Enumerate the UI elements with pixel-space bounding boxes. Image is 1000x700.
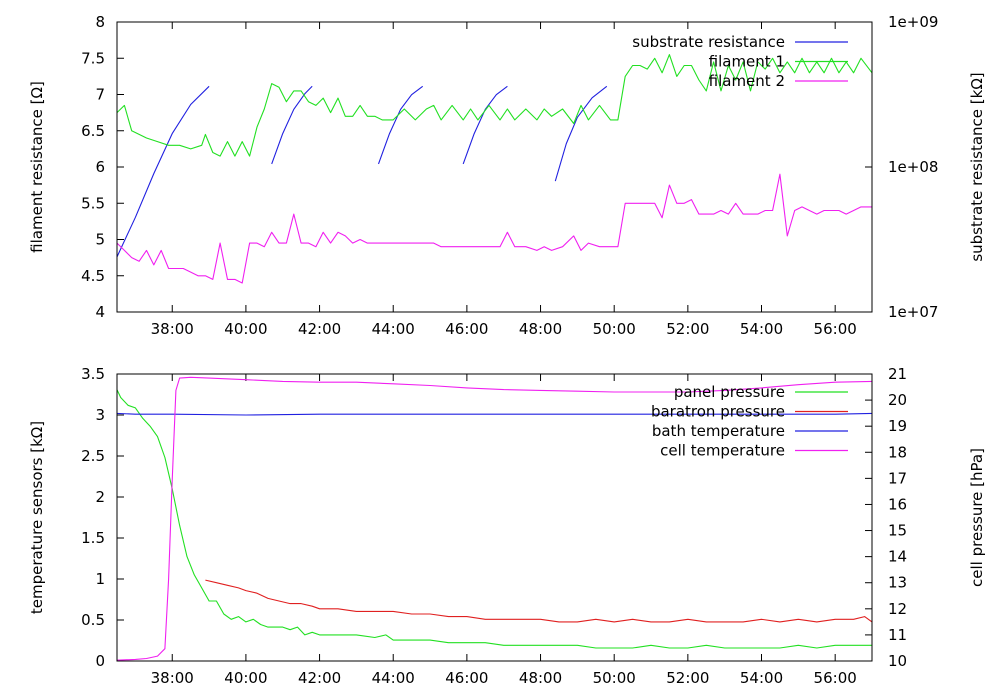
legend-label: cell temperature	[660, 442, 785, 460]
legend-label: baratron pressure	[651, 403, 785, 421]
x-tick-label: 46:00	[445, 320, 488, 338]
y2-tick-label: 14	[888, 548, 907, 566]
x-tick-label: 56:00	[814, 320, 857, 338]
y-tick-label: 4	[95, 303, 105, 321]
y2-tick-label: 1e+07	[888, 303, 938, 321]
series-line-panel-pressure	[116, 389, 872, 649]
x-tick-label: 38:00	[151, 320, 194, 338]
y-tick-label: 5	[95, 231, 105, 249]
y-tick-label: 0	[95, 652, 105, 670]
y2-axis-label: substrate resistance [kΩ]	[968, 72, 986, 261]
y2-tick-label: 13	[888, 574, 907, 592]
y2-tick-label: 12	[888, 600, 907, 618]
x-tick-label: 48:00	[519, 669, 562, 687]
y-axis-label: temperature sensors [kΩ]	[28, 421, 46, 614]
plot-frame	[116, 373, 873, 662]
legend-label: filament 2	[709, 72, 785, 90]
y-tick-label: 3.5	[81, 365, 105, 383]
x-tick-label: 48:00	[519, 320, 562, 338]
x-tick-label: 38:00	[151, 669, 194, 687]
series-line-baratron-pressure	[205, 579, 873, 623]
y-tick-label: 6.5	[81, 122, 105, 140]
y2-tick-label: 16	[888, 495, 907, 513]
series-line-substrate-resistance	[116, 85, 210, 258]
y-tick-label: 7	[95, 86, 105, 104]
y2-tick-label: 1e+09	[888, 13, 938, 31]
x-tick-label: 46:00	[445, 669, 488, 687]
y-tick-label: 1	[95, 570, 105, 588]
y-axis-label: filament resistance [Ω]	[28, 81, 46, 253]
y2-tick-label: 15	[888, 522, 907, 540]
y2-tick-label: 11	[888, 626, 907, 644]
legend-label: bath temperature	[652, 422, 785, 440]
y2-axis-label: cell pressure [hPa]	[968, 448, 986, 587]
x-tick-label: 56:00	[814, 669, 857, 687]
x-tick-label: 44:00	[372, 669, 415, 687]
y2-tick-label: 18	[888, 443, 907, 461]
y-tick-label: 5.5	[81, 194, 105, 212]
y-tick-label: 2.5	[81, 447, 105, 465]
x-tick-label: 40:00	[224, 669, 267, 687]
y2-tick-label: 21	[888, 365, 907, 383]
series-line-substrate-resistance	[554, 85, 608, 182]
legend-label: filament 1	[709, 53, 785, 71]
series-line-substrate-resistance	[462, 85, 508, 165]
y2-tick-label: 1e+08	[888, 158, 938, 176]
y2-tick-label: 10	[888, 652, 907, 670]
y-tick-label: 6	[95, 158, 105, 176]
y-tick-label: 0.5	[81, 611, 105, 629]
series-line-substrate-resistance	[377, 85, 424, 165]
y-tick-label: 3	[95, 406, 105, 424]
x-tick-label: 54:00	[740, 669, 783, 687]
y-tick-label: 1.5	[81, 529, 105, 547]
x-tick-label: 42:00	[298, 320, 341, 338]
y-tick-label: 8	[95, 13, 105, 31]
y-tick-label: 4.5	[81, 267, 105, 285]
series-line-filament-1	[116, 54, 873, 157]
temperature-pressure-chart: 38:00 40:00 42:00 44:00 46:00 48:00 50:00 52:00…	[28, 365, 986, 687]
x-tick-label: 44:00	[372, 320, 415, 338]
x-tick-label: 52:00	[666, 669, 709, 687]
x-tick-label: 42:00	[298, 669, 341, 687]
legend-label: panel pressure	[674, 383, 785, 401]
y2-tick-label: 17	[888, 469, 907, 487]
x-tick-label: 40:00	[224, 320, 267, 338]
series-line-substrate-resistance	[271, 85, 313, 165]
x-tick-label: 50:00	[593, 669, 636, 687]
series-line-cell-temperature	[116, 376, 873, 661]
filament-substrate-chart: 38:00 40:00 42:00 44:00 46:00 48:00 50:00 52:00…	[28, 13, 986, 338]
legend-label: substrate resistance	[632, 33, 785, 51]
x-tick-label: 52:00	[666, 320, 709, 338]
series-line-bath-temperature	[116, 412, 873, 416]
series-line-filament-2	[116, 173, 872, 284]
plot-frame	[116, 21, 873, 313]
x-tick-label: 54:00	[740, 320, 783, 338]
x-tick-label: 50:00	[593, 320, 636, 338]
y-tick-label: 7.5	[81, 49, 105, 67]
y2-tick-label: 20	[888, 391, 907, 409]
y2-tick-label: 19	[888, 417, 907, 435]
y-tick-label: 2	[95, 488, 105, 506]
